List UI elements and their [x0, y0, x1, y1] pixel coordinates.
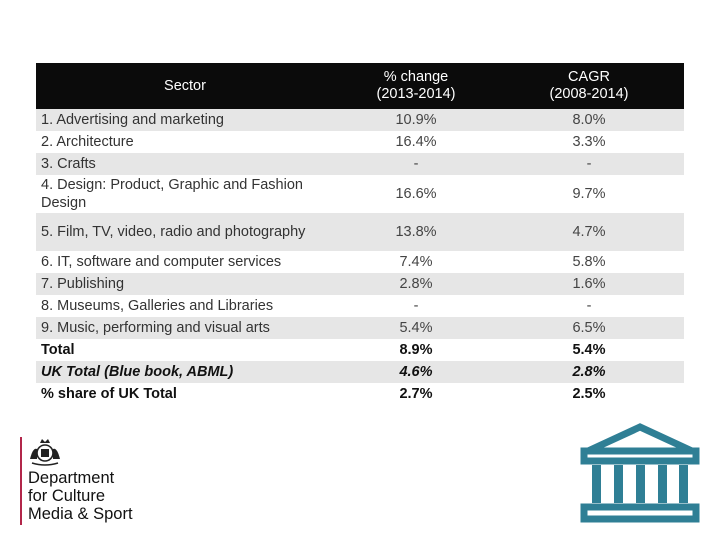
table-row-total: Total 8.9% 5.4% — [36, 339, 684, 361]
row-change: - — [413, 298, 419, 314]
table-row: 8. Museums, Galleries and Libraries - - — [36, 295, 684, 317]
row-sector: 5. Film, TV, video, radio and photograph… — [36, 213, 338, 251]
table-row: 6. IT, software and computer services 7.… — [36, 251, 684, 273]
sector-growth-table: Sector % change (2013-2014) CAGR (2008-2… — [36, 63, 684, 405]
header-cagr-line1: CAGR — [568, 69, 610, 85]
row-cagr: 5.4% — [572, 342, 606, 358]
row-sector: 4. Design: Product, Graphic and Fashion … — [41, 177, 303, 211]
row-sector: 6. IT, software and computer services — [41, 254, 282, 270]
row-sector: 2. Architecture — [41, 134, 134, 150]
table-row: 5. Film, TV, video, radio and photograph… — [36, 213, 684, 251]
row-sector: UK Total (Blue book, ABML) — [36, 361, 338, 383]
dcms-logo: Department for Culture Media & Sport — [20, 437, 170, 527]
row-sector: Total — [41, 342, 75, 358]
row-change: 16.6% — [395, 186, 437, 202]
logo-line-1: Department — [28, 469, 115, 487]
header-sector: Sector — [36, 63, 338, 109]
row-sector: 7. Publishing — [36, 273, 338, 295]
header-cagr-line2: (2008-2014) — [549, 86, 629, 102]
table-row: 3. Crafts - - — [36, 153, 684, 175]
logo-line-2: for Culture — [28, 487, 106, 505]
header-change-line1: % change — [383, 69, 449, 85]
row-cagr: 8.0% — [494, 109, 684, 131]
table-row-share: % share of UK Total 2.7% 2.5% — [36, 383, 684, 405]
row-cagr: 6.5% — [494, 317, 684, 339]
row-sector: 9. Music, performing and visual arts — [36, 317, 338, 339]
row-change: 2.8% — [338, 273, 494, 295]
row-change: 5.4% — [338, 317, 494, 339]
row-change: 2.7% — [399, 386, 433, 402]
header-cagr: CAGR (2008-2014) — [494, 63, 684, 109]
row-sector: 1. Advertising and marketing — [36, 109, 338, 131]
logo-accent-rule — [20, 437, 22, 525]
logo-text: Department for Culture Media & Sport — [28, 469, 133, 523]
row-cagr: 2.5% — [572, 386, 606, 402]
table-row: 7. Publishing 2.8% 1.6% — [36, 273, 684, 295]
row-cagr: 5.8% — [572, 254, 606, 270]
row-cagr: 4.7% — [494, 213, 684, 251]
royal-crest-icon — [30, 439, 60, 466]
row-change: - — [338, 153, 494, 175]
row-cagr: - — [494, 153, 684, 175]
header-change-line2: (2013-2014) — [376, 86, 456, 102]
row-cagr: - — [586, 298, 592, 314]
logo-line-3: Media & Sport — [28, 505, 133, 523]
table-row: 2. Architecture 16.4% 3.3% — [36, 131, 684, 153]
row-sector: 3. Crafts — [36, 153, 338, 175]
row-cagr: 9.7% — [572, 186, 606, 202]
row-change: 8.9% — [399, 342, 433, 358]
row-cagr: 3.3% — [572, 134, 606, 150]
table-row: 1. Advertising and marketing 10.9% 8.0% — [36, 109, 684, 131]
row-change: 4.6% — [338, 361, 494, 383]
header-change: % change (2013-2014) — [338, 63, 494, 109]
table-header-row: Sector % change (2013-2014) CAGR (2008-2… — [36, 63, 684, 109]
row-change: 13.8% — [338, 213, 494, 251]
table-row: 4. Design: Product, Graphic and Fashion … — [36, 175, 684, 213]
data-table-container: Sector % change (2013-2014) CAGR (2008-2… — [36, 63, 684, 405]
row-cagr: 1.6% — [494, 273, 684, 295]
row-sector: % share of UK Total — [41, 386, 177, 402]
row-sector: 8. Museums, Galleries and Libraries — [41, 298, 274, 314]
table-row-uk-total: UK Total (Blue book, ABML) 4.6% 2.8% — [36, 361, 684, 383]
table-row: 9. Music, performing and visual arts 5.4… — [36, 317, 684, 339]
museum-building-icon — [580, 423, 700, 523]
row-change: 10.9% — [338, 109, 494, 131]
row-cagr: 2.8% — [494, 361, 684, 383]
row-change: 16.4% — [395, 134, 437, 150]
row-change: 7.4% — [399, 254, 433, 270]
